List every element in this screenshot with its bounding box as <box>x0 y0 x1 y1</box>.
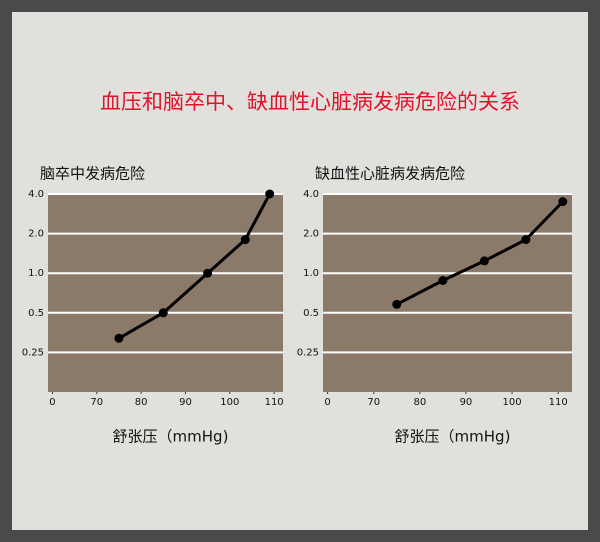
chart-title: 脑卒中发病危险 <box>40 165 145 183</box>
x-tick-label: 100 <box>220 397 239 408</box>
data-point <box>158 308 168 318</box>
plot-area <box>323 194 572 392</box>
y-tick-label: 2.0 <box>28 229 44 240</box>
x-axis-label: 舒张压（mmHg) <box>395 428 511 446</box>
y-tick-label: 1.0 <box>303 268 319 279</box>
x-tick-label: 100 <box>503 397 522 408</box>
y-tick-label: 0.5 <box>28 308 44 319</box>
x-tick-label: 90 <box>460 397 473 408</box>
data-point <box>240 235 250 245</box>
y-tick-label: 2.0 <box>303 229 319 240</box>
main-title: 血压和脑卒中、缺血性心脏病发病危险的关系 <box>100 90 520 114</box>
y-tick-label: 0.25 <box>297 347 319 358</box>
data-point <box>438 276 448 286</box>
x-tick-label: 0 <box>49 397 55 408</box>
plot-area <box>48 194 283 392</box>
y-tick-label: 1.0 <box>28 268 44 279</box>
y-tick-label: 4.0 <box>28 189 44 200</box>
x-tick-label: 70 <box>90 397 103 408</box>
data-point <box>521 235 531 245</box>
data-point <box>479 256 489 266</box>
y-tick-label: 4.0 <box>303 189 319 200</box>
x-tick-label: 80 <box>135 397 148 408</box>
x-tick-label: 0 <box>324 397 330 408</box>
x-tick-label: 110 <box>265 397 284 408</box>
chart-title: 缺血性心脏病发病危险 <box>315 165 465 183</box>
y-tick-label: 0.25 <box>22 347 44 358</box>
data-point <box>558 197 568 207</box>
data-point <box>114 333 124 343</box>
x-axis-label: 舒张压（mmHg) <box>113 428 229 446</box>
data-point <box>392 299 402 309</box>
y-tick-label: 0.5 <box>303 308 319 319</box>
x-tick-label: 90 <box>179 397 192 408</box>
x-tick-label: 110 <box>549 397 568 408</box>
data-point <box>265 189 275 199</box>
x-tick-label: 80 <box>413 397 426 408</box>
data-point <box>203 268 213 278</box>
x-tick-label: 70 <box>367 397 380 408</box>
